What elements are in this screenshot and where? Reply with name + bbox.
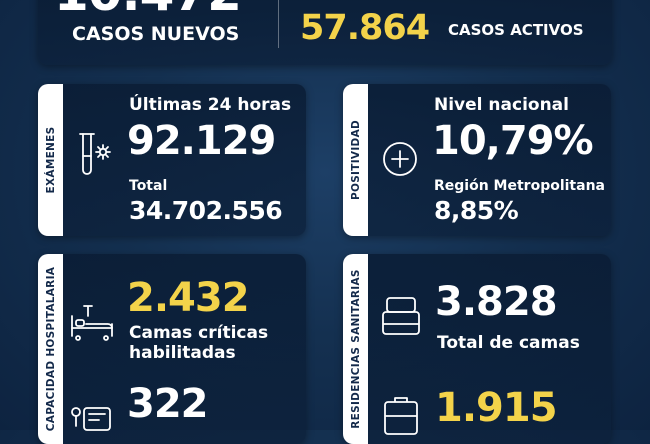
exams-total-value: 34.702.556 bbox=[129, 196, 283, 225]
ventilator-icon bbox=[71, 407, 111, 431]
exams-card: EXÁMENES Últimas 24 horas 92.129 Total 3… bbox=[38, 84, 306, 236]
exams-total-label: Total bbox=[129, 178, 168, 194]
residences-tab: RESIDENCIAS SANITARIAS bbox=[343, 254, 368, 444]
critical-beds-label-line1: Camas críticas bbox=[129, 323, 269, 343]
exams-tab-label: EXÁMENES bbox=[44, 126, 57, 194]
critical-beds-value: 2.432 bbox=[127, 275, 250, 321]
residences-tab-label: RESIDENCIAS SANITARIAS bbox=[349, 269, 362, 429]
test-tube-icon bbox=[79, 133, 111, 175]
positivity-region-label: Región Metropolitana bbox=[434, 178, 605, 194]
positivity-card: POSITIVIDAD Nivel nacional 10,79% Región… bbox=[343, 84, 611, 236]
exams-tab: EXÁMENES bbox=[38, 84, 63, 236]
hospital-tab-label: CAPACIDAD HOSPITALARIA bbox=[44, 266, 57, 432]
hospital-bed-icon bbox=[71, 305, 113, 341]
critical-beds-label-line2: habilitadas bbox=[129, 343, 236, 363]
new-cases-label: CASOS NUEVOS bbox=[72, 23, 240, 45]
positivity-tab-label: POSITIVIDAD bbox=[349, 119, 362, 201]
summary-divider bbox=[278, 0, 279, 48]
positivity-national-value: 10,79% bbox=[432, 118, 594, 164]
total-beds-label: Total de camas bbox=[437, 333, 580, 353]
residences-second-value: 1.915 bbox=[435, 385, 558, 431]
exams-last24-value: 92.129 bbox=[127, 118, 276, 164]
positivity-region-value: 8,85% bbox=[434, 196, 519, 225]
active-cases-label: CASOS ACTIVOS bbox=[448, 21, 584, 39]
active-cases-value: 57.864 bbox=[300, 8, 430, 48]
summary-card: 10.472 CASOS NUEVOS 57.864 CASOS ACTIVOS bbox=[38, 0, 612, 65]
hospital-card: CAPACIDAD HOSPITALARIA 2.432 Camas críti… bbox=[38, 254, 306, 444]
exams-last24-label: Últimas 24 horas bbox=[129, 95, 292, 115]
residences-card: RESIDENCIAS SANITARIAS 3.828 Total de ca… bbox=[343, 254, 611, 444]
luggage-icon bbox=[384, 397, 418, 435]
positivity-tab: POSITIVIDAD bbox=[343, 84, 368, 236]
total-beds-value: 3.828 bbox=[435, 279, 558, 325]
positivity-national-label: Nivel nacional bbox=[434, 95, 569, 115]
bed-icon bbox=[382, 297, 420, 335]
new-cases-value: 10.472 bbox=[54, 0, 242, 18]
hospital-second-value: 322 bbox=[127, 381, 208, 427]
hospital-tab: CAPACIDAD HOSPITALARIA bbox=[38, 254, 63, 444]
plus-circle-icon bbox=[383, 142, 417, 176]
